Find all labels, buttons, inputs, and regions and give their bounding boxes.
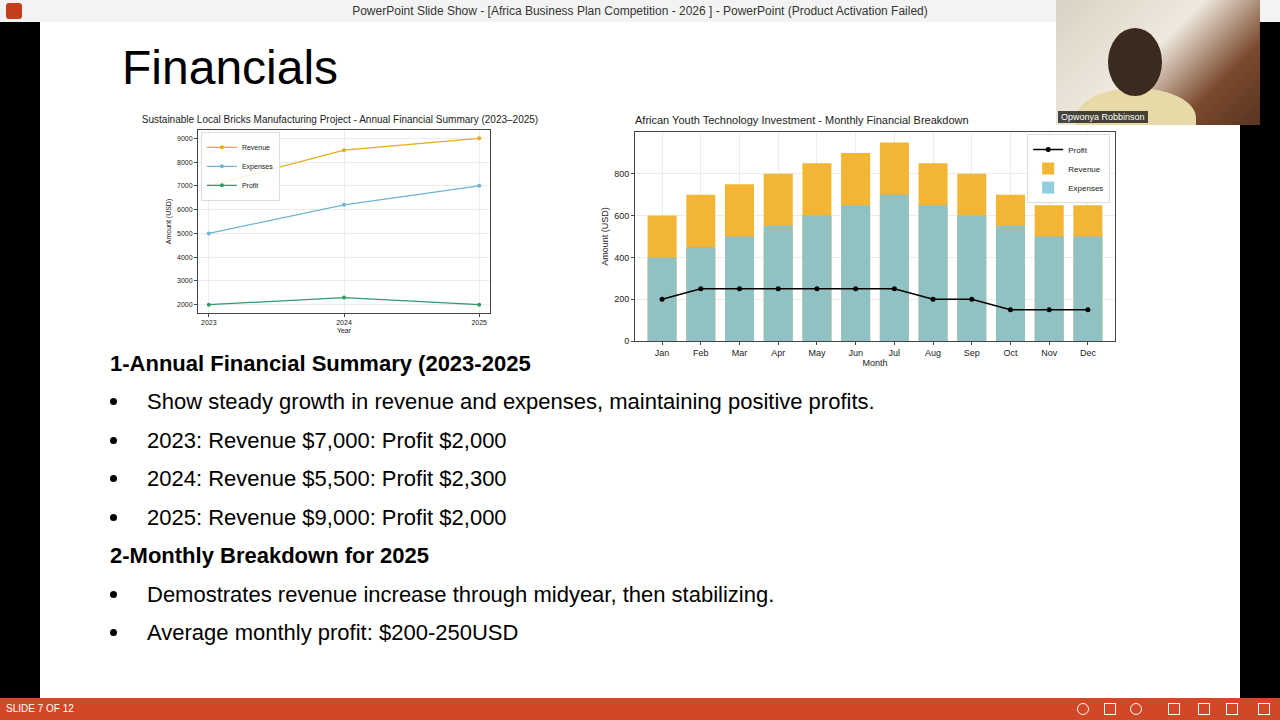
svg-text:2023: 2023 <box>201 319 217 326</box>
svg-text:3000: 3000 <box>177 277 193 284</box>
svg-text:6000: 6000 <box>177 206 193 213</box>
svg-text:Revenue: Revenue <box>1068 165 1101 174</box>
svg-text:600: 600 <box>614 211 629 221</box>
html-text:2024: Revenue $5,500: Profit $: 2024: Revenue $5,500: Profit $2,300 <box>147 466 507 491</box>
svg-text:9000: 9000 <box>177 135 193 142</box>
html-text:2025: Revenue $9,000: Profit $: 2025: Revenue $9,000: Profit $2,000 <box>147 505 507 530</box>
svg-text:Amount (USD): Amount (USD) <box>600 207 610 266</box>
svg-text:Expenses: Expenses <box>242 163 273 171</box>
html-text:2023: Revenue $7,000: Profit $: 2023: Revenue $7,000: Profit $2,000 <box>147 428 507 453</box>
svg-text:Feb: Feb <box>693 348 709 358</box>
html-text:Show steady growth in revenue: Show steady growth in revenue and expens… <box>147 389 875 414</box>
html-text:Demostrates revenue increase t: Demostrates revenue increase through mid… <box>147 582 775 607</box>
svg-text:2025: 2025 <box>471 319 487 326</box>
svg-text:400: 400 <box>614 253 629 263</box>
html-text:1-Annual Financial Summary (20: 1-Annual Financial Summary (2023-2025 <box>110 351 531 376</box>
html-text:Average monthly profit: $200-2: Average monthly profit: $200-250USD <box>147 620 519 645</box>
html-text:SLIDE 7 OF 12: SLIDE 7 OF 12 <box>6 703 74 714</box>
svg-text:Apr: Apr <box>771 348 785 358</box>
svg-text:Mar: Mar <box>732 348 748 358</box>
svg-text:800: 800 <box>614 169 629 179</box>
svg-text:Sep: Sep <box>964 348 980 358</box>
svg-text:Oct: Oct <box>1003 348 1018 358</box>
svg-text:200: 200 <box>614 294 629 304</box>
svg-text:Profit: Profit <box>1068 146 1087 155</box>
svg-text:Jul: Jul <box>889 348 901 358</box>
svg-text:Jun: Jun <box>848 348 863 358</box>
html-text:Financials: Financials <box>122 41 339 94</box>
svg-text:Dec: Dec <box>1080 348 1097 358</box>
svg-text:0: 0 <box>624 336 629 346</box>
svg-text:Year: Year <box>337 327 352 334</box>
svg-text:May: May <box>808 348 826 358</box>
svg-text:Nov: Nov <box>1041 348 1058 358</box>
html-text:2-Monthly Breakdown for 2025: 2-Monthly Breakdown for 2025 <box>110 543 430 568</box>
svg-text:Amount (USD): Amount (USD) <box>165 199 173 245</box>
svg-text:Expenses: Expenses <box>1068 184 1103 193</box>
svg-text:Aug: Aug <box>925 348 941 358</box>
svg-text:Profit: Profit <box>242 182 258 189</box>
svg-text:African Youth Technology Inves: African Youth Technology Investment - Mo… <box>635 114 969 126</box>
svg-text:Month: Month <box>862 358 887 368</box>
svg-text:Jan: Jan <box>655 348 670 358</box>
svg-text:7000: 7000 <box>177 182 193 189</box>
html-text:PowerPoint Slide Show - [Afric: PowerPoint Slide Show - [Africa Business… <box>352 4 928 18</box>
svg-text:Sustainable Local Bricks Manuf: Sustainable Local Bricks Manufacturing P… <box>142 114 538 125</box>
svg-text:8000: 8000 <box>177 159 193 166</box>
svg-text:Revenue: Revenue <box>242 144 270 151</box>
svg-text:5000: 5000 <box>177 230 193 237</box>
svg-text:2024: 2024 <box>336 319 352 326</box>
html-text:Opwonya Robbinson: Opwonya Robbinson <box>1061 112 1145 122</box>
svg-text:2000: 2000 <box>177 301 193 308</box>
svg-text:4000: 4000 <box>177 254 193 261</box>
